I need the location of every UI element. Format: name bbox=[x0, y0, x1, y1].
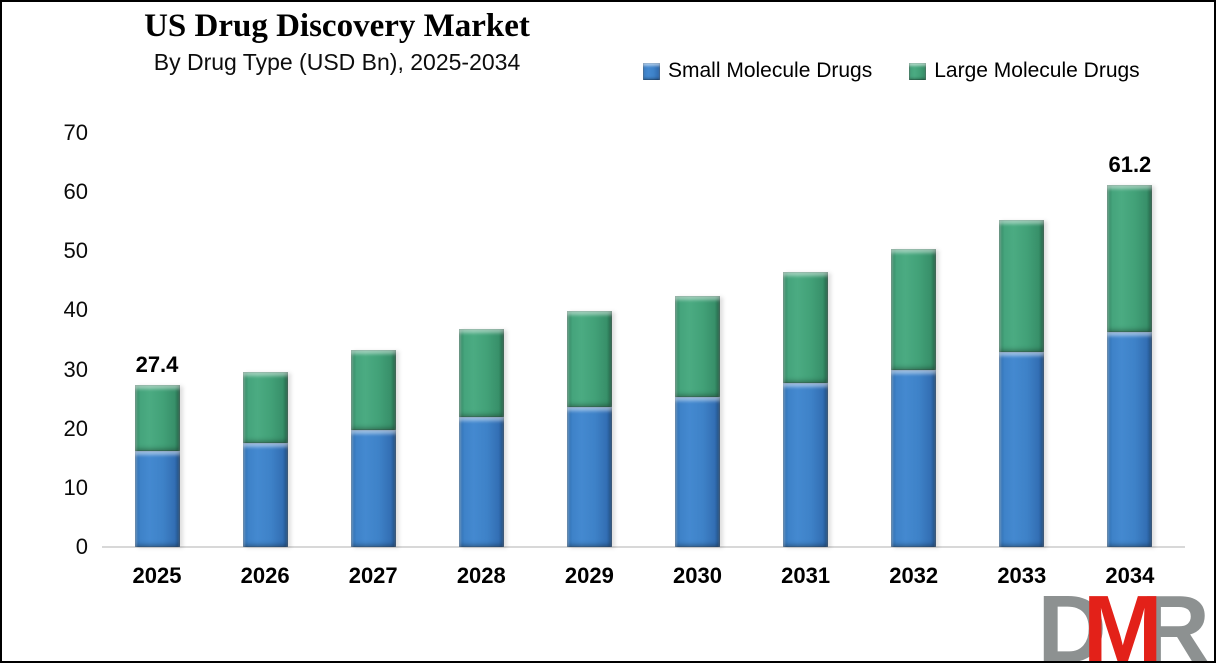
total-label-2025: 27.4 bbox=[135, 352, 179, 377]
logo-letter-m: M bbox=[1082, 576, 1163, 663]
bar-group-2030 bbox=[675, 296, 720, 547]
bar-segment-small-molecule-2026 bbox=[242, 443, 288, 547]
bar-segment-small-molecule-2025 bbox=[134, 451, 180, 547]
total-label-2034: 61.2 bbox=[1108, 152, 1152, 177]
logo-letter-r: R bbox=[1140, 576, 1210, 663]
bar-group-2034 bbox=[1107, 185, 1153, 547]
x-label-2027: 2027 bbox=[348, 563, 398, 588]
bar-segment-small-molecule-2030 bbox=[675, 397, 720, 547]
bar-group-2033 bbox=[999, 220, 1045, 547]
logo-letter-d: D bbox=[1037, 576, 1107, 663]
dmr-logo: DMR bbox=[1037, 576, 1210, 663]
bar-segment-large-molecule-2030 bbox=[675, 296, 720, 397]
x-label-2031: 2031 bbox=[781, 563, 831, 588]
y-tick-20: 20 bbox=[63, 415, 88, 441]
bar-segment-large-molecule-2026 bbox=[242, 372, 288, 443]
chart-title: US Drug Discovery Market bbox=[144, 8, 530, 44]
bar-group-2026 bbox=[242, 372, 288, 547]
y-tick-0: 0 bbox=[75, 534, 88, 559]
bar-segment-large-molecule-2025 bbox=[134, 385, 180, 451]
title-block: US Drug Discovery Market By Drug Type (U… bbox=[62, 8, 612, 77]
legend-item-small-molecule: Small Molecule Drugs bbox=[643, 59, 872, 83]
bar-group-2032 bbox=[891, 249, 937, 547]
legend-label-small-molecule: Small Molecule Drugs bbox=[668, 59, 873, 82]
bar-group-2031 bbox=[783, 272, 829, 547]
x-label-2026: 2026 bbox=[240, 563, 290, 588]
x-label-2030: 2030 bbox=[673, 563, 722, 588]
y-tick-30: 30 bbox=[63, 356, 88, 382]
legend-label-large-molecule: Large Molecule Drugs bbox=[934, 59, 1140, 82]
y-tick-40: 40 bbox=[63, 297, 88, 323]
bar-segment-large-molecule-2034 bbox=[1107, 185, 1153, 332]
x-label-2028: 2028 bbox=[456, 563, 506, 588]
bar-segment-large-molecule-2028 bbox=[458, 329, 504, 417]
x-label-2029: 2029 bbox=[564, 563, 614, 588]
y-tick-10: 10 bbox=[63, 474, 88, 500]
bar-segment-small-molecule-2032 bbox=[891, 370, 937, 547]
bar-segment-small-molecule-2031 bbox=[783, 383, 829, 547]
bar-segment-small-molecule-2028 bbox=[458, 417, 504, 547]
legend-marker-small-molecule-icon bbox=[643, 62, 660, 80]
y-tick-50: 50 bbox=[63, 238, 88, 264]
bar-segment-small-molecule-2033 bbox=[999, 352, 1045, 547]
x-label-2025: 2025 bbox=[132, 563, 182, 588]
y-tick-60: 60 bbox=[63, 179, 88, 205]
bar-segment-large-molecule-2032 bbox=[891, 249, 937, 370]
bar-segment-small-molecule-2029 bbox=[566, 407, 612, 547]
legend-item-large-molecule: Large Molecule Drugs bbox=[909, 59, 1140, 83]
bar-group-2028 bbox=[458, 329, 504, 547]
x-label-2034: 2034 bbox=[1105, 563, 1155, 588]
x-label-2033: 2033 bbox=[997, 563, 1047, 588]
bar-group-2025 bbox=[134, 385, 180, 547]
bar-segment-small-molecule-2034 bbox=[1107, 332, 1153, 547]
x-axis-line bbox=[102, 546, 1185, 548]
bar-segment-large-molecule-2033 bbox=[999, 220, 1045, 352]
bar-segment-large-molecule-2027 bbox=[350, 350, 396, 430]
bar-segment-small-molecule-2027 bbox=[350, 430, 396, 547]
plot-area: 2025 2026 2027 2028 2029 2030 2031 2032 2033 2034… bbox=[102, 133, 1185, 589]
y-tick-70: 70 bbox=[63, 120, 88, 145]
legend-marker-large-molecule-icon bbox=[909, 62, 927, 80]
bar-group-2029 bbox=[566, 311, 612, 547]
bar-segment-large-molecule-2031 bbox=[783, 272, 829, 383]
bar-group-2027 bbox=[350, 350, 396, 547]
bar-segment-large-molecule-2029 bbox=[566, 311, 612, 407]
legend: Small Molecule Drugs Large Molecule Drug… bbox=[643, 59, 1140, 83]
chart-subtitle: By Drug Type (USD Bn), 2025-2034 bbox=[153, 48, 521, 75]
x-label-2032: 2032 bbox=[889, 563, 939, 588]
